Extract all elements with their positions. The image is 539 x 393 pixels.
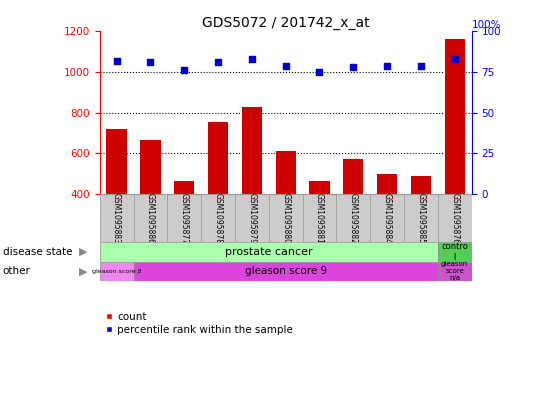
Bar (235, 194, 269, 242)
Bar (343, 159, 363, 275)
Text: disease state: disease state (3, 247, 72, 257)
Bar (134, 194, 167, 242)
Bar (208, 121, 228, 275)
Bar (241, 107, 262, 275)
Text: gleason
score
n/a: gleason score n/a (441, 261, 468, 281)
Bar (107, 129, 127, 275)
Text: gleason score 9: gleason score 9 (245, 266, 327, 276)
Bar (167, 194, 201, 242)
Bar (336, 194, 370, 242)
Bar (201, 194, 235, 242)
Bar (302, 194, 336, 242)
Bar (370, 194, 404, 242)
Text: 100%: 100% (472, 20, 501, 30)
Text: GSM1095878: GSM1095878 (213, 193, 223, 244)
Text: GSM1095883: GSM1095883 (112, 193, 121, 244)
Point (112, 57, 121, 64)
Point (146, 59, 155, 66)
Point (383, 62, 391, 69)
Text: ▶: ▶ (79, 266, 88, 276)
Text: ▶: ▶ (79, 247, 88, 257)
Bar (377, 174, 397, 275)
Bar (404, 194, 438, 242)
Bar (438, 242, 472, 262)
Bar (275, 151, 296, 275)
Point (315, 69, 324, 75)
Bar (100, 262, 134, 281)
Bar (438, 262, 472, 281)
Text: GSM1095885: GSM1095885 (417, 193, 425, 244)
Point (247, 56, 256, 62)
Bar (269, 194, 302, 242)
Point (349, 64, 357, 70)
Text: GSM1095886: GSM1095886 (146, 193, 155, 244)
Point (214, 59, 223, 66)
Point (451, 56, 459, 62)
Text: gleason score 8: gleason score 8 (92, 269, 141, 274)
Bar (174, 181, 195, 275)
Text: prostate cancer: prostate cancer (225, 247, 313, 257)
Text: contro
l: contro l (441, 242, 468, 262)
Point (281, 62, 290, 69)
Bar (445, 39, 465, 275)
Bar (140, 140, 161, 275)
Bar (309, 182, 330, 275)
Text: GSM1095879: GSM1095879 (247, 193, 257, 244)
Text: GSM1095876: GSM1095876 (450, 193, 459, 244)
Text: GSM1095877: GSM1095877 (179, 193, 189, 244)
Point (417, 62, 425, 69)
Legend: count, percentile rank within the sample: count, percentile rank within the sample (105, 312, 293, 335)
Bar (411, 176, 431, 275)
Text: GSM1095884: GSM1095884 (383, 193, 392, 244)
Bar (438, 194, 472, 242)
Bar (100, 194, 134, 242)
Text: GSM1095881: GSM1095881 (315, 193, 324, 244)
Point (180, 67, 189, 73)
Text: GSM1095880: GSM1095880 (281, 193, 290, 244)
Bar (134, 262, 438, 281)
Text: GSM1095882: GSM1095882 (349, 193, 358, 244)
Text: other: other (3, 266, 31, 276)
Title: GDS5072 / 201742_x_at: GDS5072 / 201742_x_at (202, 17, 369, 30)
